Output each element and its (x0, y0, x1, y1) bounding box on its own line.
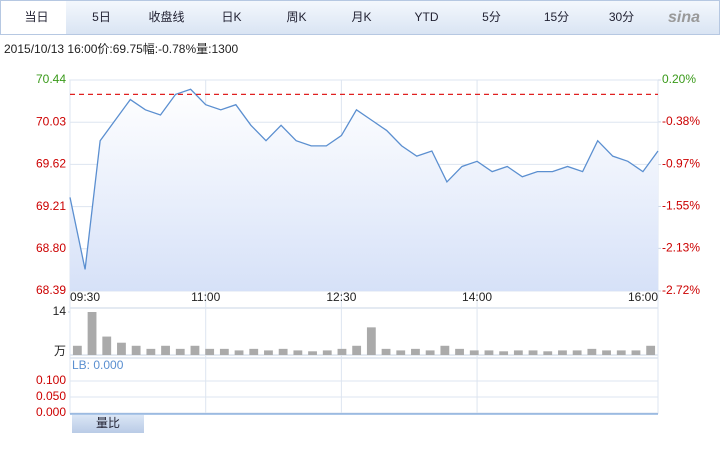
price-area (70, 89, 658, 291)
volume-bar (352, 345, 362, 355)
y-tick-label: 14 (53, 304, 67, 318)
volume-bar (396, 350, 406, 355)
volume-bar (87, 312, 97, 355)
volume-bar (366, 327, 376, 355)
volume-bar (190, 345, 200, 355)
y-tick-label: 68.80 (36, 241, 66, 255)
volume-bar (587, 348, 597, 355)
y-tick-label: 70.44 (36, 72, 66, 86)
volume-bar (572, 350, 582, 355)
volume-bar (175, 348, 185, 355)
volume-bar (249, 348, 259, 355)
volume-bar (499, 351, 509, 355)
y-tick-label: 69.62 (36, 157, 66, 171)
y2-tick-label: -0.38% (662, 114, 700, 128)
ratio-button[interactable] (72, 415, 144, 433)
volume-bar (455, 348, 464, 355)
y2-tick-label: -1.55% (662, 199, 700, 213)
volume-bar (72, 345, 82, 355)
info-line: 2015/10/13 16:00价:69.75幅:-0.78%量:1300 (4, 41, 238, 56)
volume-bar (602, 350, 611, 355)
volume-bar (558, 350, 567, 355)
volume-bar (631, 350, 641, 355)
volume-bar (308, 351, 317, 355)
tab[interactable]: 周K (286, 10, 306, 24)
lb-title: LB: 0.000 (72, 358, 124, 372)
x-tick-label: 09:30 (70, 290, 100, 304)
volume-bar (425, 350, 435, 355)
volume-bar (440, 345, 450, 355)
tab-bar (0, 0, 720, 35)
logo: sina (668, 9, 700, 26)
y2-tick-label: -2.13% (662, 241, 700, 255)
volume-bar (337, 348, 347, 355)
x-tick-label: 12:30 (326, 290, 356, 304)
y-tick-label: 0.000 (36, 405, 66, 419)
volume-bar (616, 350, 626, 355)
volume-bar (278, 348, 288, 355)
y-tick-label: 69.21 (36, 199, 66, 213)
volume-bar (219, 348, 229, 355)
tab-active[interactable] (1, 1, 66, 34)
tab[interactable]: 15分 (544, 10, 569, 24)
volume-bar (161, 345, 170, 355)
volume-unit: 万 (54, 344, 66, 358)
y-tick-label: 0.050 (36, 389, 66, 403)
tab[interactable]: 5分 (482, 10, 501, 24)
y2-tick-label: -2.72% (662, 283, 700, 297)
volume-panel (69, 307, 659, 356)
lb-panel (69, 357, 659, 414)
volume-bar (411, 348, 420, 355)
x-tick-label: 11:00 (191, 290, 220, 304)
volume-bar (322, 350, 332, 355)
tab[interactable]: 5日 (92, 10, 111, 24)
volume-bar (131, 345, 141, 355)
ratio-button-label[interactable]: 量比 (96, 416, 120, 430)
volume-bar (146, 348, 156, 355)
tab[interactable]: 收盘线 (148, 9, 184, 24)
volume-bar (234, 350, 244, 355)
volume-bar (264, 350, 273, 355)
volume-bar (117, 342, 126, 355)
y-tick-label: 68.39 (36, 283, 66, 297)
volume-bar (528, 350, 538, 355)
volume-bar (543, 351, 553, 355)
volume-bar (293, 350, 303, 355)
tab[interactable]: 当日 (24, 10, 48, 24)
volume-bar (513, 350, 523, 355)
volume-bar (469, 350, 479, 355)
x-tick-label: 14:00 (462, 290, 492, 304)
y-tick-label: 70.03 (36, 114, 66, 128)
price-line (69, 88, 659, 270)
y2-tick-label: -0.97% (662, 157, 700, 171)
tab[interactable]: 月K (351, 10, 371, 24)
volume-bar (205, 348, 215, 355)
tab[interactable]: YTD (415, 10, 439, 24)
tab[interactable]: 30分 (609, 10, 634, 24)
volume-bar (646, 345, 656, 355)
y-tick-label: 0.100 (36, 373, 66, 387)
tab[interactable]: 日K (221, 10, 241, 24)
y2-tick-label: 0.20% (662, 72, 696, 86)
volume-bar (381, 348, 391, 355)
x-tick-label: 16:00 (628, 290, 658, 304)
volume-bar (102, 336, 112, 355)
volume-bar (484, 350, 494, 355)
